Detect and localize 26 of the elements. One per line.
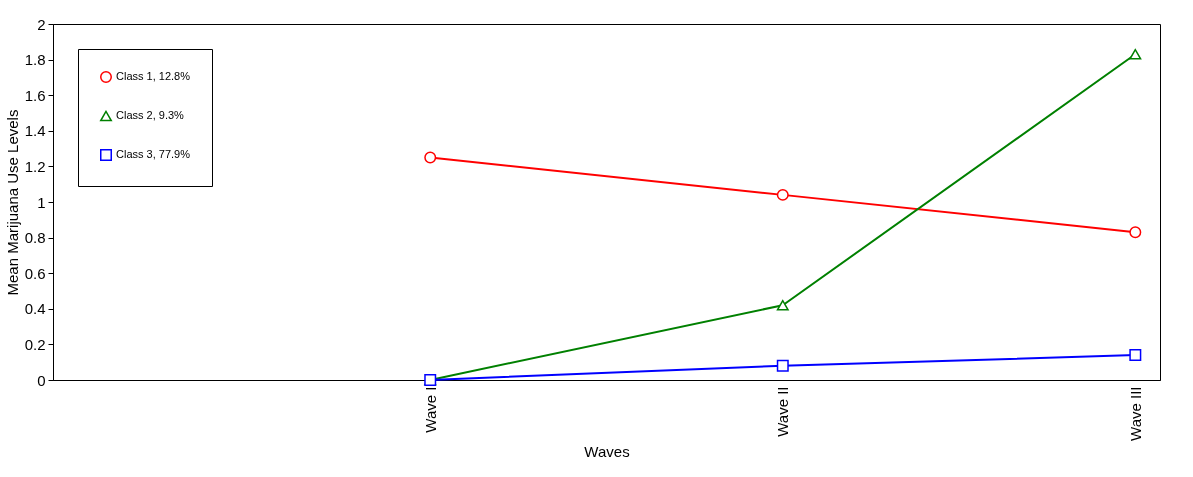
y-tick-label: 0.6 [24,264,46,282]
legend-label: Class 2, 9.3% [116,109,185,121]
point [1129,349,1142,362]
point [776,188,789,201]
point [1129,226,1142,239]
point [776,359,789,372]
y-axis-title: Mean Marijuana Use Levels [3,109,21,296]
y-tick-label: 1 [37,193,46,211]
legend-label: Class 3, 77.9% [116,148,191,160]
x-axis-title: Waves [584,442,630,460]
x-tick-label: Wave III [1126,386,1144,441]
y-tick-label: 0.4 [24,300,46,318]
y-tick-label: 0.8 [24,229,46,247]
y-tick-label: 0.2 [24,335,46,353]
point [776,299,789,311]
x-tick-label: Wave I [421,386,439,433]
y-tick-label: 1.8 [24,51,46,69]
point [424,151,437,164]
x-tick-label: Wave II [774,386,792,437]
y-tick-label: 1.2 [24,157,46,175]
y-tick-label: 2 [37,15,46,33]
y-tick-label: 0 [37,371,46,389]
point [1129,48,1142,60]
y-tick-label: 1.6 [24,86,46,104]
y-tick-label: 1.4 [24,122,46,140]
legend-label: Class 1, 12.8% [116,70,191,82]
